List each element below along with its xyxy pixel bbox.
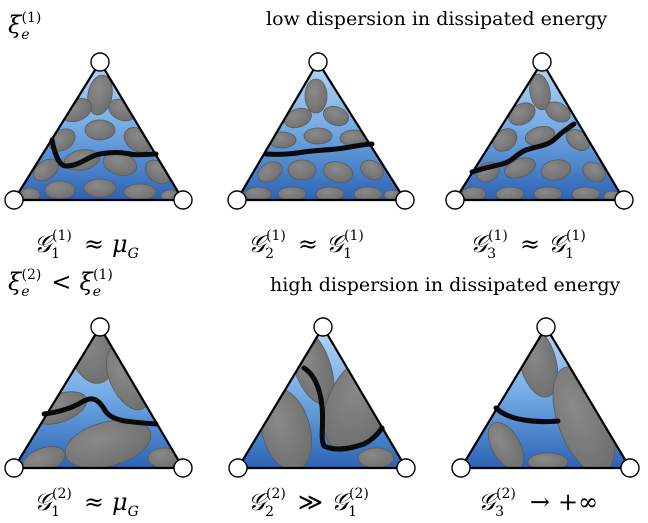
node-circle [620,458,640,478]
node-circle [396,458,416,478]
crack-path [301,365,385,452]
heading-row1: low dispersion in dissipated energy [266,8,608,30]
triangle-element-r2-3 [451,317,640,478]
triangle-element-r1-1 [4,52,193,210]
node-circle [90,52,110,72]
caption-r1-3: 𝒢3(1) ≈ 𝒢1(1) [470,228,586,262]
heading-row2: high dispersion in dissipated energy [270,274,620,296]
node-circle [173,190,193,210]
node-circle [395,190,415,210]
node-circle [445,190,465,210]
triangle-element-r1-2 [227,52,415,210]
caption-r2-2: 𝒢2(2) ≫ 𝒢1(2) [248,486,369,520]
triangle-element-r1-3 [445,52,634,210]
node-circle [308,52,328,72]
crack-path [49,137,159,169]
caption-r1-1: 𝒢1(1) ≈ μG [34,228,139,262]
node-circle [313,317,333,337]
caption-r1-2: 𝒢2(1) ≈ 𝒢1(1) [248,228,364,262]
node-circle [4,190,24,210]
node-circle [173,458,193,478]
node-circle [228,458,248,478]
crack-path [469,121,577,175]
node-circle [4,458,24,478]
node-circle [227,190,247,210]
node-circle [451,458,471,478]
crack-path [263,141,375,157]
caption-r2-3: 𝒢3(2) → +∞ [478,486,598,520]
node-circle [536,317,556,337]
node-circle [90,317,110,337]
node-circle [532,52,552,72]
node-circle [614,190,634,210]
triangle-element-r2-1 [4,317,193,478]
crack-path [41,396,159,427]
crack-path [493,405,561,425]
xi-label-row1: ξe(1) [8,10,41,43]
xi-label-row2: ξe(2) < ξe(1) [8,267,113,300]
triangle-element-r2-2 [228,317,416,478]
caption-r2-1: 𝒢1(2) ≈ μG [34,486,139,520]
